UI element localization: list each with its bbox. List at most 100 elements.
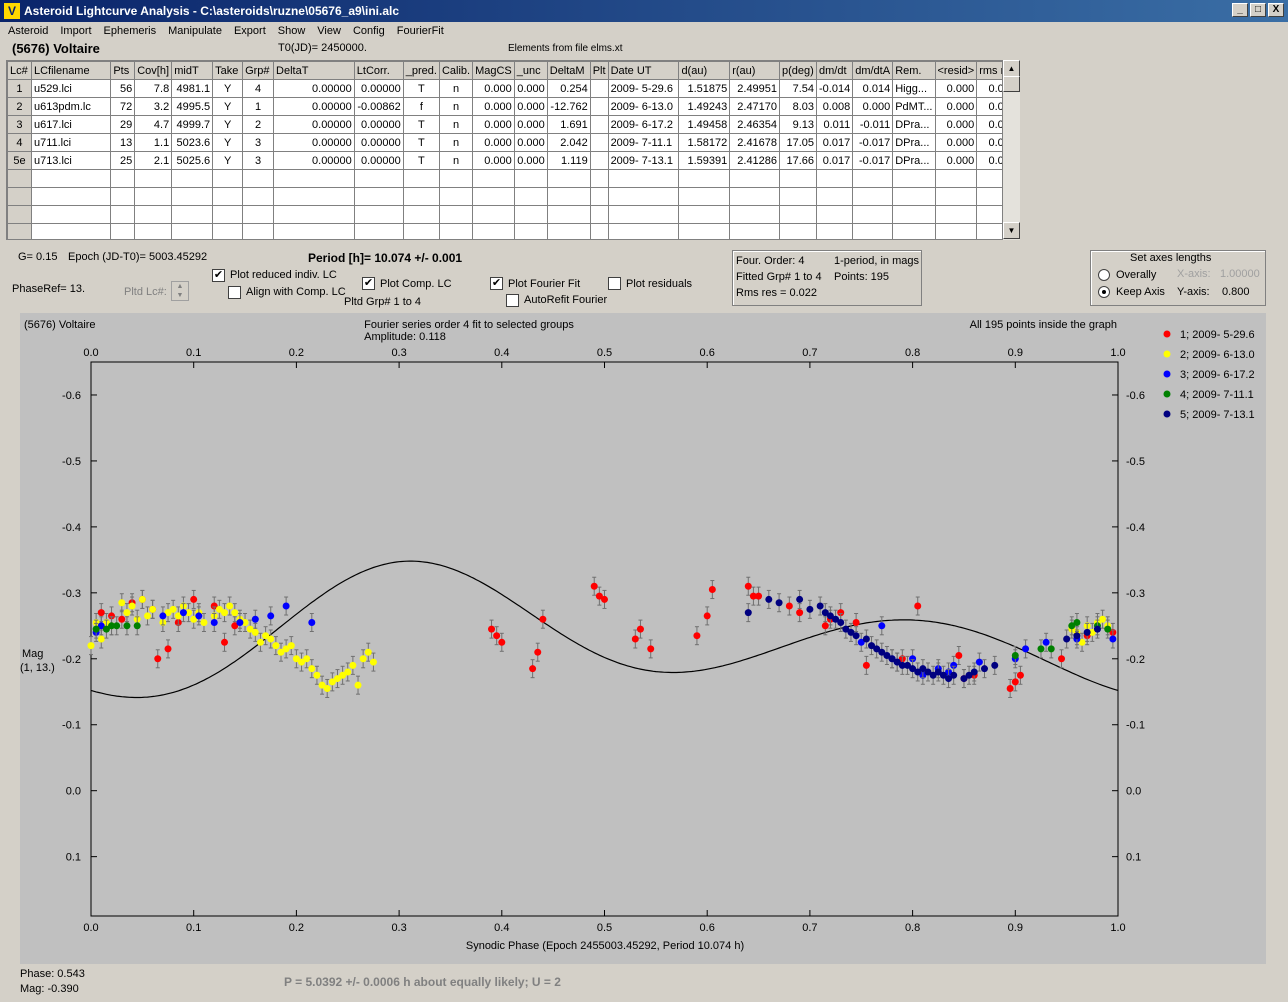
table-cell[interactable]: [171, 205, 214, 224]
column-header[interactable]: MagCS: [472, 61, 515, 80]
table-cell[interactable]: [589, 205, 609, 224]
table-cell[interactable]: 0.00000: [273, 133, 355, 152]
data-point[interactable]: [980, 665, 988, 673]
table-cell[interactable]: 2.042: [546, 133, 591, 152]
table-cell[interactable]: [212, 169, 244, 188]
data-point[interactable]: [277, 648, 285, 656]
menu-manipulate[interactable]: Manipulate: [168, 25, 222, 37]
data-point[interactable]: [755, 592, 763, 600]
table-cell[interactable]: [402, 187, 440, 206]
empty-table-row[interactable]: [7, 223, 1019, 239]
table-cell[interactable]: 2009- 6-13.0: [607, 97, 680, 116]
menu-import[interactable]: Import: [60, 25, 92, 37]
column-header[interactable]: LCfilename: [30, 61, 112, 80]
data-point[interactable]: [1022, 645, 1030, 653]
column-header[interactable]: Pts: [110, 61, 136, 80]
data-point[interactable]: [159, 612, 167, 620]
table-cell[interactable]: 1: [242, 97, 275, 116]
table-cell[interactable]: 0.00000: [353, 151, 404, 170]
data-point[interactable]: [826, 612, 834, 620]
data-point[interactable]: [631, 635, 639, 643]
column-header[interactable]: p(deg): [779, 61, 818, 80]
table-cell[interactable]: [513, 223, 548, 239]
scroll-down-arrow-icon[interactable]: ▼: [1003, 222, 1020, 239]
data-point[interactable]: [749, 592, 757, 600]
lightcurve-table[interactable]: Lc# LCfilename Pts Cov[h] midT Take Grp# DeltaT…: [6, 60, 1020, 240]
data-point[interactable]: [765, 595, 773, 603]
table-cell[interactable]: 0.000: [472, 79, 515, 98]
table-cell[interactable]: [546, 169, 591, 188]
data-point[interactable]: [241, 619, 249, 627]
data-point[interactable]: [251, 615, 259, 623]
table-cell[interactable]: 0.000: [472, 115, 515, 134]
table-cell[interactable]: [546, 187, 591, 206]
table-cell[interactable]: PdMT...: [892, 97, 936, 116]
data-point[interactable]: [821, 609, 829, 617]
data-point[interactable]: [595, 592, 603, 600]
table-cell[interactable]: u713.lci: [30, 151, 112, 170]
table-cell[interactable]: [171, 169, 214, 188]
table-cell[interactable]: 2009- 7-11.1: [607, 133, 680, 152]
data-point[interactable]: [647, 645, 655, 653]
data-point[interactable]: [1078, 638, 1086, 646]
data-point[interactable]: [775, 599, 783, 607]
data-point[interactable]: [210, 619, 218, 627]
table-cell[interactable]: 25: [110, 151, 136, 170]
data-point[interactable]: [231, 622, 239, 630]
table-cell[interactable]: [607, 205, 680, 224]
data-point[interactable]: [349, 661, 357, 669]
table-cell[interactable]: [242, 223, 275, 239]
data-point[interactable]: [282, 602, 290, 610]
xaxis-value[interactable]: 1.00000: [1220, 268, 1260, 280]
data-point[interactable]: [236, 619, 244, 627]
table-cell[interactable]: n: [438, 115, 474, 134]
data-point[interactable]: [693, 632, 701, 640]
table-cell[interactable]: 2.1: [134, 151, 173, 170]
table-cell[interactable]: -0.017: [852, 151, 894, 170]
data-point[interactable]: [1083, 628, 1091, 636]
table-cell[interactable]: [678, 169, 731, 188]
table-cell[interactable]: 1.49243: [678, 97, 731, 116]
column-header[interactable]: Lc#: [7, 61, 32, 80]
data-point[interactable]: [97, 622, 105, 630]
data-point[interactable]: [1063, 635, 1071, 643]
table-cell[interactable]: 0.017: [816, 151, 854, 170]
data-point[interactable]: [785, 602, 793, 610]
table-cell[interactable]: -0.011: [852, 115, 894, 134]
table-cell[interactable]: [589, 133, 609, 152]
data-point[interactable]: [888, 655, 896, 663]
data-point[interactable]: [903, 661, 911, 669]
data-point[interactable]: [1073, 632, 1081, 640]
data-point[interactable]: [1037, 645, 1045, 653]
data-point[interactable]: [873, 645, 881, 653]
table-cell[interactable]: [589, 169, 609, 188]
table-cell[interactable]: 2009- 7-13.1: [607, 151, 680, 170]
table-cell[interactable]: Y: [212, 151, 244, 170]
data-point[interactable]: [821, 622, 829, 630]
table-cell[interactable]: [934, 187, 978, 206]
table-cell[interactable]: T: [402, 133, 440, 152]
table-cell[interactable]: [678, 205, 731, 224]
data-point[interactable]: [123, 622, 131, 630]
table-cell[interactable]: [134, 187, 173, 206]
data-point[interactable]: [1011, 651, 1019, 659]
table-cell[interactable]: 0.000: [934, 133, 978, 152]
data-point[interactable]: [965, 671, 973, 679]
data-point[interactable]: [143, 612, 151, 620]
minimize-button[interactable]: _: [1232, 3, 1248, 17]
table-cell[interactable]: 0.000: [852, 97, 894, 116]
data-point[interactable]: [1006, 684, 1014, 692]
data-point[interactable]: [138, 595, 146, 603]
data-point[interactable]: [323, 684, 331, 692]
data-point[interactable]: [221, 638, 229, 646]
data-point[interactable]: [1058, 655, 1066, 663]
table-cell[interactable]: 4.7: [134, 115, 173, 134]
table-row[interactable]: 2 u613pdm.lc 72 3.2 4995.5 Y 1 0.00000 -0.00862 f…: [7, 97, 1019, 116]
table-cell[interactable]: [472, 223, 515, 239]
data-point[interactable]: [97, 609, 105, 617]
table-cell[interactable]: [589, 79, 609, 98]
data-point[interactable]: [1068, 622, 1076, 630]
data-point[interactable]: [123, 609, 131, 617]
table-cell[interactable]: 0.00000: [273, 97, 355, 116]
